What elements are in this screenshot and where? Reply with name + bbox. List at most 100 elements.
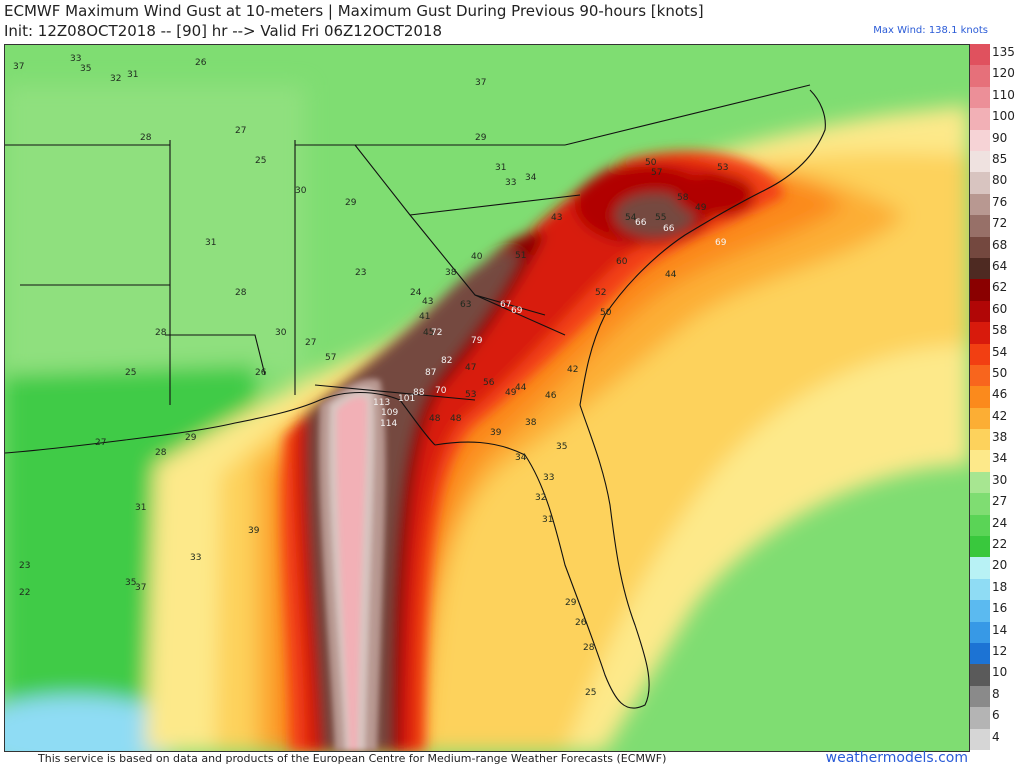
legend-item: 6 — [970, 707, 1020, 729]
legend-item: 64 — [970, 257, 1020, 280]
legend-item: 50 — [970, 364, 1020, 387]
station-value: 46 — [545, 391, 557, 401]
legend-label: 60 — [992, 301, 1008, 316]
legend-label: 58 — [992, 323, 1008, 338]
legend-swatch — [970, 621, 990, 644]
brand-link[interactable]: weathermodels.com — [825, 750, 968, 766]
station-value: 30 — [275, 328, 287, 338]
legend-swatch — [970, 215, 990, 237]
legend-label: 30 — [992, 472, 1008, 487]
station-value: 26 — [255, 368, 267, 378]
legend-swatch — [970, 557, 990, 579]
legend-item: 72 — [970, 215, 1020, 237]
legend-swatch — [970, 193, 990, 216]
legend-label: 18 — [992, 579, 1008, 594]
legend-label: 42 — [992, 408, 1008, 423]
legend-swatch — [970, 343, 990, 365]
station-value: 48 — [429, 414, 441, 424]
legend-item: 54 — [970, 343, 1020, 365]
station-value: 56 — [483, 378, 495, 388]
station-value: 33 — [505, 178, 516, 188]
legend-item: 80 — [970, 172, 1020, 194]
legend-label: 46 — [992, 387, 1008, 402]
legend-swatch — [970, 578, 990, 601]
station-value: 29 — [475, 133, 487, 143]
legend-label: 62 — [992, 280, 1008, 295]
station-value: 28 — [140, 133, 152, 143]
station-value: 23 — [355, 268, 366, 278]
boundaries — [5, 84, 826, 709]
station-value: 109 — [381, 408, 398, 418]
legend-label: 72 — [992, 216, 1008, 231]
legend-label: 90 — [992, 130, 1008, 145]
init-valid-line: Init: 12Z08OCT2018 -- [90] hr --> Valid … — [4, 22, 443, 40]
map-title: ECMWF Maximum Wind Gust at 10-meters | M… — [4, 2, 704, 20]
station-value: 37 — [13, 62, 24, 72]
legend-swatch — [970, 386, 990, 408]
legend-swatch — [970, 450, 990, 472]
station-value: 49 — [695, 203, 707, 213]
station-value: 53 — [717, 163, 728, 173]
legend-item: 8 — [970, 685, 1020, 708]
legend-label: 4 — [992, 729, 1000, 744]
station-value: 87 — [425, 368, 436, 378]
station-value: 35 — [125, 578, 136, 588]
station-value: 66 — [663, 224, 675, 234]
station-value: 32 — [110, 74, 121, 84]
station-value: 57 — [651, 168, 662, 178]
station-value: 34 — [515, 453, 527, 463]
legend-label: 10 — [992, 665, 1008, 680]
legend-item: 90 — [970, 129, 1020, 151]
legend-swatch — [970, 44, 990, 66]
legend-item: 68 — [970, 236, 1020, 258]
legend-item: 14 — [970, 621, 1020, 644]
legend-item: 24 — [970, 514, 1020, 537]
station-value: 37 — [475, 78, 486, 88]
station-value: 33 — [190, 553, 201, 563]
legend-label: 54 — [992, 344, 1008, 359]
legend-label: 27 — [992, 494, 1008, 509]
station-value: 23 — [19, 561, 30, 571]
legend-swatch — [970, 236, 990, 258]
station-value: 41 — [419, 312, 430, 322]
station-value: 72 — [431, 328, 442, 338]
legend-item: 135 — [970, 44, 1020, 66]
station-value: 25 — [255, 156, 266, 166]
station-value: 22 — [19, 588, 30, 598]
legend-item: 42 — [970, 407, 1020, 430]
station-value: 88 — [413, 388, 425, 398]
legend-item: 34 — [970, 450, 1020, 472]
legend-item: 16 — [970, 600, 1020, 622]
station-value: 67 — [500, 300, 511, 310]
legend-label: 16 — [992, 601, 1008, 616]
legend-label: 64 — [992, 258, 1008, 273]
station-value: 43 — [551, 213, 562, 223]
legend-swatch — [970, 685, 990, 708]
station-value: 54 — [625, 213, 637, 223]
legend-label: 24 — [992, 515, 1008, 530]
station-value: 25 — [585, 688, 596, 698]
station-value: 53 — [465, 390, 476, 400]
station-value: 28 — [235, 288, 247, 298]
legend-item: 22 — [970, 536, 1020, 558]
station-value: 82 — [441, 356, 452, 366]
legend-label: 85 — [992, 151, 1008, 166]
legend-swatch — [970, 707, 990, 729]
legend-swatch — [970, 65, 990, 87]
legend-label: 68 — [992, 237, 1008, 252]
legend-item: 30 — [970, 471, 1020, 494]
legend-item: 100 — [970, 108, 1020, 130]
station-value: 113 — [373, 398, 390, 408]
legend-item: 58 — [970, 322, 1020, 344]
legend-swatch — [970, 86, 990, 109]
station-value: 33 — [543, 473, 554, 483]
station-value: 48 — [450, 414, 462, 424]
legend-swatch — [970, 600, 990, 622]
station-value: 28 — [155, 448, 167, 458]
legend-item: 10 — [970, 664, 1020, 686]
legend-swatch — [970, 257, 990, 280]
station-value: 39 — [248, 526, 260, 536]
station-value: 31 — [495, 163, 506, 173]
